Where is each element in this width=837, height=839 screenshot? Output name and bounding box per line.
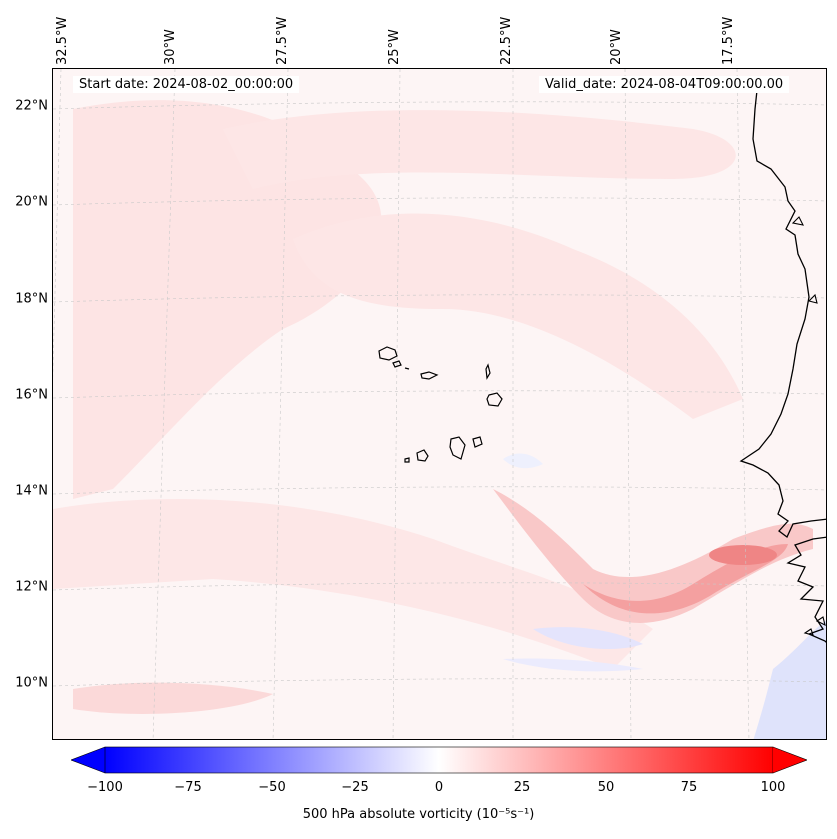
lon-label-20w: 20°W [609, 29, 624, 65]
lat-label-12n: 12°N [15, 579, 48, 595]
cbar-tick-neg25: −25 [341, 780, 369, 795]
africa-coastline [739, 80, 826, 539]
lon-label-32-5w: 32.5°W [55, 16, 70, 65]
lat-label-18n: 18°N [15, 291, 48, 307]
lat-label-22n: 22°N [15, 98, 48, 114]
negative-vorticity-east [753, 620, 826, 739]
map-panel[interactable] [52, 68, 827, 740]
vorticity-band-central [293, 213, 743, 419]
cbar-tick-neg100: −100 [87, 780, 123, 795]
vorticity-map [53, 69, 826, 739]
start-date-label: Start date: 2024-08-02_00:00:00 [73, 76, 300, 93]
negative-vorticity-2 [503, 658, 643, 672]
colorbar-gradient [104, 746, 774, 774]
vorticity-max [709, 545, 777, 565]
colorbar-max-arrow [773, 747, 807, 773]
africa-coastline-south [786, 536, 826, 643]
cbar-tick-neg75: −75 [174, 780, 202, 795]
coast-islands [791, 216, 826, 636]
cape-verde-islands [378, 346, 503, 463]
vorticity-band-bottom [73, 682, 273, 714]
colorbar [71, 746, 807, 774]
negative-vorticity-3 [503, 453, 543, 469]
cbar-tick-0: 0 [434, 780, 444, 795]
lon-label-22-5w: 22.5°W [499, 16, 514, 65]
cbar-tick-25: 25 [513, 780, 531, 795]
lat-label-16n: 16°N [15, 387, 48, 403]
lon-label-25w: 25°W [387, 29, 402, 65]
lat-gridlines [53, 101, 826, 687]
negative-vorticity-1 [533, 627, 643, 649]
colorbar-min-arrow [71, 747, 105, 773]
lat-label-20n: 20°N [15, 194, 48, 210]
lon-label-30w: 30°W [163, 29, 178, 65]
lon-gridlines [53, 69, 750, 739]
lat-label-10n: 10°N [15, 675, 48, 691]
valid-date-label: Valid_date: 2024-08-04T09:00:00.00 [539, 76, 790, 93]
lon-label-27-5w: 27.5°W [275, 16, 290, 65]
colorbar-label: 500 hPa absolute vorticity (10⁻⁵s⁻¹) [302, 807, 535, 822]
lat-label-14n: 14°N [15, 483, 48, 499]
vorticity-band-north [223, 110, 736, 189]
cbar-tick-75: 75 [680, 780, 698, 795]
cbar-tick-neg50: −50 [258, 780, 286, 795]
cbar-tick-50: 50 [597, 780, 615, 795]
lon-label-17-5w: 17.5°W [721, 16, 736, 65]
vorticity-band-west [73, 100, 382, 499]
cbar-tick-100: 100 [760, 780, 786, 795]
